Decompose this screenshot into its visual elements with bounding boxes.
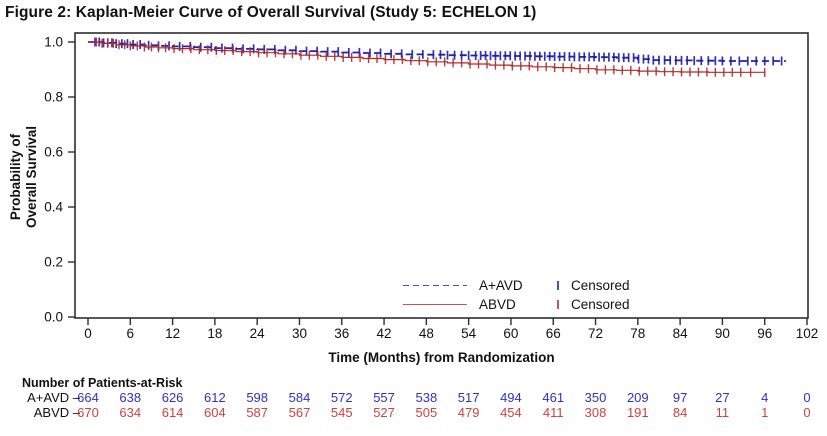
at-risk-value: 411 bbox=[542, 405, 564, 420]
at-risk-value: 1 bbox=[761, 405, 769, 420]
at-risk-value: 638 bbox=[119, 390, 142, 405]
x-tick-label: 90 bbox=[715, 326, 730, 341]
legend-censored-label-abvd: Censored bbox=[571, 297, 630, 312]
legend-label-abvd: ABVD bbox=[479, 297, 516, 312]
at-risk-value: 4 bbox=[761, 390, 769, 405]
at-risk-value: 572 bbox=[330, 390, 353, 405]
at-risk-value: 538 bbox=[415, 390, 438, 405]
at-risk-value: 634 bbox=[119, 405, 142, 420]
at-risk-value: 308 bbox=[584, 405, 607, 420]
at-risk-value: 27 bbox=[715, 390, 730, 405]
plot-frame bbox=[74, 32, 809, 319]
at-risk-value: 84 bbox=[672, 405, 688, 420]
at-risk-value: 614 bbox=[161, 405, 184, 420]
at-risk-value: 350 bbox=[584, 390, 607, 405]
at-risk-value: 505 bbox=[415, 405, 438, 420]
at-risk-header: Number of Patients-at-Risk bbox=[22, 376, 183, 390]
censored-tick-icon bbox=[557, 300, 559, 309]
at-risk-value: 479 bbox=[457, 405, 480, 420]
x-tick-label: 66 bbox=[546, 326, 561, 341]
at-risk-value: 604 bbox=[204, 405, 226, 420]
x-tick-label: 60 bbox=[503, 326, 518, 341]
at-risk-value: 527 bbox=[373, 405, 395, 420]
legend-row-aavd: A+AVD Censored bbox=[403, 276, 630, 295]
x-tick-label: 12 bbox=[165, 326, 180, 341]
x-tick-label: 18 bbox=[207, 326, 222, 341]
x-tick-label: 0 bbox=[84, 326, 92, 341]
x-tick-label: 96 bbox=[757, 326, 772, 341]
y-axis-title: Probability of Overall Survival bbox=[8, 125, 40, 229]
x-tick-label: 6 bbox=[127, 326, 135, 341]
x-axis-title: Time (Months) from Randomization bbox=[328, 350, 555, 365]
at-risk-row-label: ABVD – bbox=[33, 405, 80, 420]
figure-title: Figure 2: Kaplan-Meier Curve of Overall … bbox=[5, 4, 537, 21]
y-tick-label: 0.2 bbox=[44, 255, 63, 270]
at-risk-row: A+AVD –664 638 626 612 598 584 572 557 538 517 494… bbox=[0, 390, 827, 405]
abvd-curve bbox=[88, 41, 766, 73]
x-tick-label: 102 bbox=[796, 326, 819, 341]
at-risk-value: 584 bbox=[288, 390, 311, 405]
at-risk-value: 0 bbox=[803, 405, 811, 420]
at-risk-value: 626 bbox=[161, 390, 184, 405]
at-risk-row: ABVD –670 634 614 604 587 567 545 527 505 479 454 4… bbox=[0, 405, 827, 420]
at-risk-row-label: A+AVD – bbox=[27, 390, 80, 405]
legend-censored-label-aavd: Censored bbox=[571, 278, 630, 293]
at-risk-value: 664 bbox=[77, 390, 99, 405]
x-tick-label: 84 bbox=[673, 326, 689, 341]
at-risk-value: 587 bbox=[246, 405, 269, 420]
at-risk-value: 545 bbox=[330, 405, 353, 420]
at-risk-value: 454 bbox=[500, 405, 522, 420]
x-tick-label: 30 bbox=[292, 326, 307, 341]
x-tick-label: 48 bbox=[419, 326, 434, 341]
legend: A+AVD Censored ABVD Censored bbox=[403, 276, 630, 314]
y-tick-label: 0.0 bbox=[44, 310, 63, 325]
y-tick-label: 0.8 bbox=[44, 90, 63, 105]
y-tick-label: 1.0 bbox=[44, 35, 63, 50]
at-risk-value: 97 bbox=[672, 390, 688, 405]
x-tick-label: 78 bbox=[630, 326, 645, 341]
x-tick-label: 36 bbox=[334, 326, 349, 341]
y-tick-label: 0.6 bbox=[44, 145, 63, 160]
at-risk-value: 191 bbox=[626, 405, 649, 420]
legend-line-sample-abvd bbox=[403, 303, 467, 306]
at-risk-value: 517 bbox=[457, 390, 480, 405]
legend-line-sample-aavd bbox=[403, 284, 467, 287]
at-risk-value: 461 bbox=[542, 390, 565, 405]
at-risk-value: 670 bbox=[77, 405, 99, 420]
censored-tick-icon bbox=[557, 281, 559, 290]
at-risk-value: 11 bbox=[715, 405, 730, 420]
at-risk-value: 567 bbox=[288, 405, 311, 420]
legend-label-aavd: A+AVD bbox=[479, 278, 523, 293]
at-risk-value: 494 bbox=[500, 390, 522, 405]
x-tick-label: 54 bbox=[461, 326, 477, 341]
at-risk-value: 612 bbox=[204, 390, 226, 405]
at-risk-value: 598 bbox=[246, 390, 269, 405]
x-tick-label: 72 bbox=[588, 326, 603, 341]
at-risk-value: 209 bbox=[626, 390, 649, 405]
x-tick-label: 42 bbox=[377, 326, 392, 341]
x-tick-label: 24 bbox=[250, 326, 266, 341]
y-tick-label: 0.4 bbox=[44, 200, 63, 215]
at-risk-value: 0 bbox=[803, 390, 811, 405]
at-risk-value: 557 bbox=[373, 390, 395, 405]
legend-row-abvd: ABVD Censored bbox=[403, 295, 630, 314]
